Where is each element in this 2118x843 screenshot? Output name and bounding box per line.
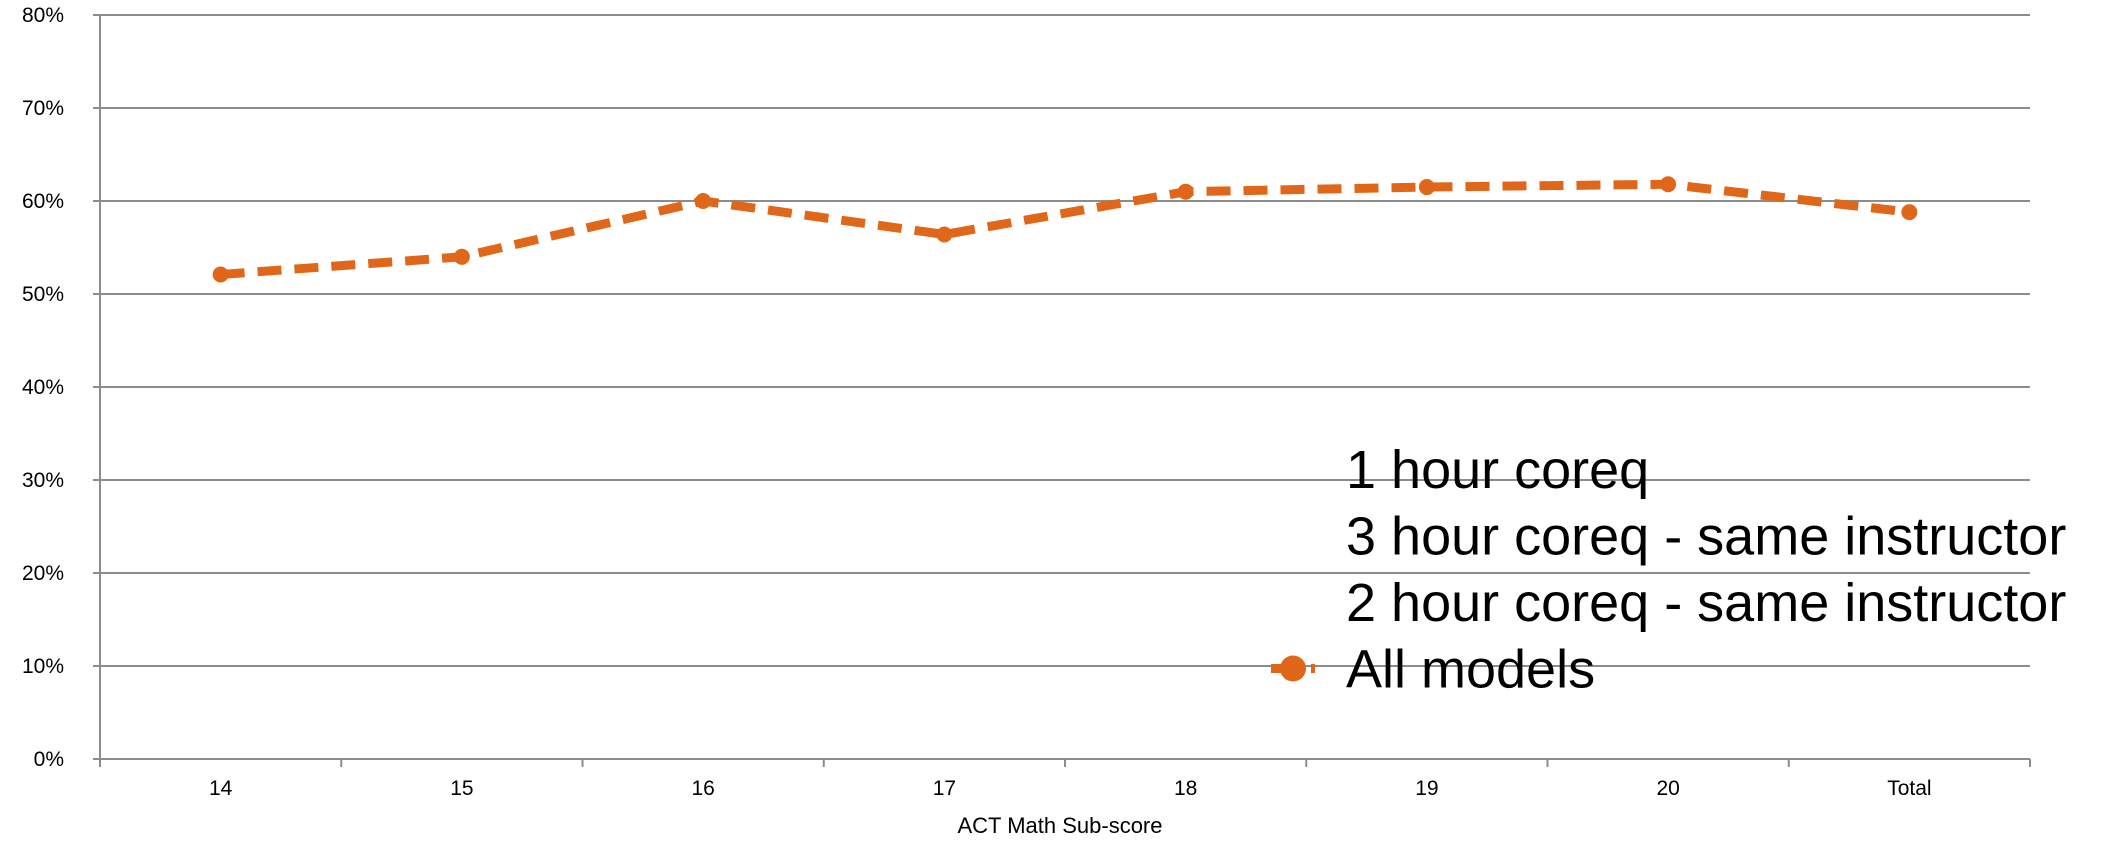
legend-label: 3 hour coreq - same instructor bbox=[1346, 507, 2066, 567]
x-tick-label: 14 bbox=[209, 777, 233, 800]
series-line bbox=[220, 179, 1910, 279]
x-tick-label: 17 bbox=[933, 777, 956, 800]
x-tick-label: 20 bbox=[1656, 777, 1679, 800]
data-point bbox=[695, 193, 712, 209]
y-axis: 0% 10% 20% 30% 40% 50% 60% 70% 80% bbox=[22, 4, 101, 771]
y-tick-label: 80% bbox=[22, 4, 64, 27]
legend-label: 1 hour coreq bbox=[1346, 440, 1649, 500]
data-point bbox=[1177, 183, 1194, 200]
y-tick-label: 40% bbox=[22, 376, 64, 399]
data-point bbox=[212, 266, 229, 283]
x-axis: 14 15 16 17 18 19 20 Total bbox=[99, 759, 2031, 800]
legend-swatch-marker bbox=[1280, 655, 1306, 682]
legend-label: 2 hour coreq - same instructor bbox=[1346, 573, 2066, 633]
gridlines bbox=[100, 14, 2030, 760]
data-point bbox=[1901, 204, 1918, 221]
x-tick-label: 16 bbox=[691, 777, 714, 800]
y-tick-label: 20% bbox=[22, 562, 64, 585]
x-tick-label: Total bbox=[1887, 777, 1931, 800]
data-point bbox=[936, 226, 953, 243]
y-tick-label: 50% bbox=[22, 283, 64, 306]
y-tick-label: 60% bbox=[22, 190, 64, 213]
y-tick-label: 70% bbox=[22, 97, 64, 120]
data-point bbox=[1660, 176, 1677, 193]
legend: 1 hour coreq 3 hour coreq - same instruct… bbox=[1271, 440, 2066, 700]
y-tick-label: 10% bbox=[22, 655, 64, 678]
series-layer bbox=[212, 176, 1918, 283]
x-tick-label: 19 bbox=[1415, 777, 1438, 800]
data-point bbox=[453, 248, 470, 265]
data-point bbox=[1418, 179, 1435, 196]
x-axis-title: ACT Math Sub-score bbox=[957, 813, 1162, 838]
legend-label: All models bbox=[1346, 640, 1595, 700]
x-tick-label: 18 bbox=[1174, 777, 1197, 800]
y-tick-label: 0% bbox=[34, 748, 64, 771]
y-tick-label: 30% bbox=[22, 469, 64, 492]
x-tick-label: 15 bbox=[450, 777, 473, 800]
